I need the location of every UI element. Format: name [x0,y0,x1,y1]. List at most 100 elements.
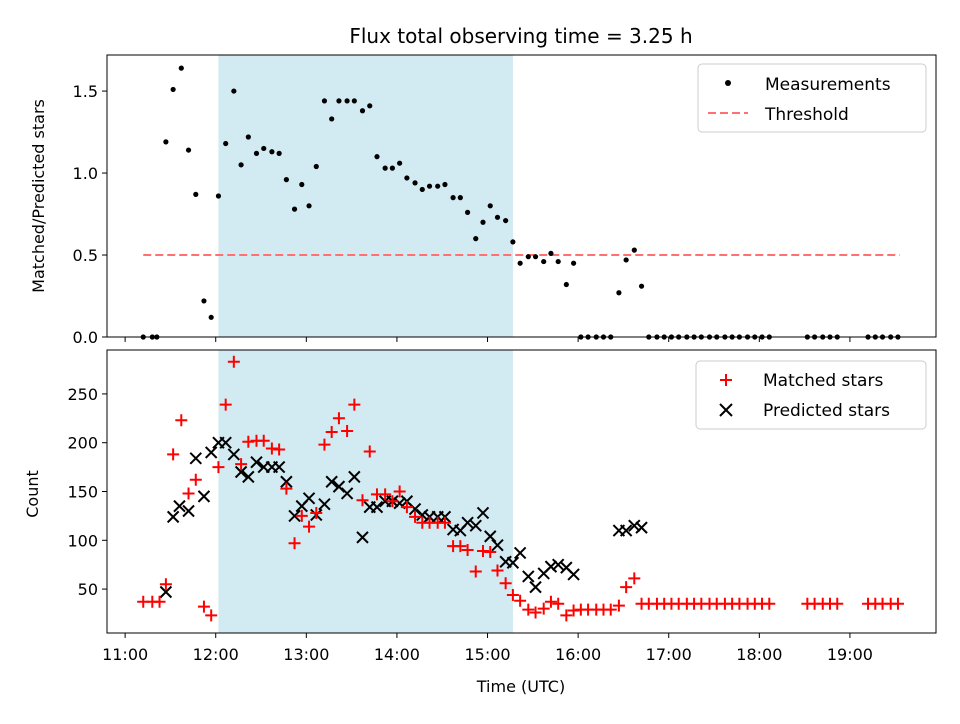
predicted-point [219,436,232,449]
measurement-point [525,254,531,260]
measurement-point [283,177,289,183]
predicted-point [484,530,497,543]
measurement-point [487,203,493,209]
measurement-point [170,86,176,93]
matched-point [400,501,413,514]
measurement-points [140,65,901,340]
predicted-point [356,531,369,544]
predicted-point [567,568,580,581]
matched-point [831,597,844,610]
predicted-point [506,556,520,569]
measurement-point [336,98,342,104]
matched-point [891,597,904,610]
matched-point [348,398,361,411]
count-x-tick-label: 11:00 [102,645,148,664]
observing-window-shade-top [218,55,513,337]
matched-point [280,482,293,495]
matched-point [604,603,617,616]
matched-point [310,506,323,519]
matched-point [288,537,301,550]
measurement-point [503,217,509,224]
count-y-tick-label: 100 [67,531,98,550]
predicted-point [340,487,354,500]
matched-point [620,581,633,594]
measurement-point [457,195,463,201]
measurement-point [208,314,214,320]
matched-point [484,546,497,559]
measurement-point [419,186,425,193]
matched-point [189,473,202,486]
measurement-point [185,147,192,153]
matched-point [438,516,451,529]
predicted-point [227,448,241,461]
measurement-point [231,88,237,94]
figure-title: Flux total observing time = 3.25 h [349,24,692,48]
count-legend-box [695,360,927,430]
measurement-point [215,193,222,199]
matched-point [356,494,369,507]
matched-point [273,443,286,456]
measurement-point [494,214,501,220]
measurement-point [193,191,199,197]
measurement-point [450,195,456,201]
measurement-point [532,254,539,260]
legend-threshold-label: Threshold [764,105,849,125]
x-axis-label: Time (UTC) [476,677,565,696]
count-y-tick-label: 250 [67,385,98,404]
measurement-point [517,260,523,266]
measurement-point [374,154,380,160]
matched-point [197,600,210,613]
matched-point [175,414,188,427]
matched-point [318,438,331,451]
matched-point [257,434,270,447]
matched-point [212,461,225,474]
count-x-tick-label: 15:00 [464,645,510,664]
measurement-point [548,250,554,256]
measurement-point [238,162,244,168]
predicted-point [513,546,527,560]
measurement-point [563,281,569,288]
measurement-point [426,183,433,189]
count-y-tick-label: 150 [67,483,98,502]
measurement-point [291,206,298,212]
matched-point [341,424,354,437]
matched-point [529,606,542,619]
matched-point [235,458,248,471]
measurement-point [435,183,441,189]
predicted-point [318,497,331,511]
measurement-point [480,219,486,225]
predicted-point [491,538,504,552]
matched-point [469,565,482,578]
predicted-point [461,516,474,529]
matched-point [332,412,345,425]
measurement-point [329,116,335,122]
predicted-point [302,492,316,505]
legend-predicted-marker [719,403,733,417]
count-y-axis-label: Count [23,470,42,518]
measurement-point [359,108,366,114]
measurement-point [382,165,388,171]
measurement-point [276,150,282,156]
count-y-tick-label: 200 [67,434,98,453]
predicted-point [370,500,384,514]
measurement-point [404,175,410,181]
ratio-panel: 0.0 0.5 1.0 1.5 Matched/Predicted stars Mea… [29,54,937,347]
ratio-y-tick-label: 1.0 [73,164,98,183]
ratio-legend: Measurements Threshold [697,63,927,133]
matched-point [219,398,232,411]
predicted-point [348,470,361,484]
predicted-point [197,490,211,503]
matched-point [295,509,308,522]
measurement-point [555,258,561,265]
predicted-point [159,585,173,599]
matched-point [537,602,550,615]
count-x-tick-label: 16:00 [555,645,601,664]
matched-point [159,578,172,591]
matched-point [514,594,527,607]
count-y-tick-label: 50 [78,580,98,599]
measurement-point [299,181,305,188]
matched-point [409,510,422,523]
count-x-tick-label: 17:00 [646,645,692,664]
predicted-point [522,570,535,583]
